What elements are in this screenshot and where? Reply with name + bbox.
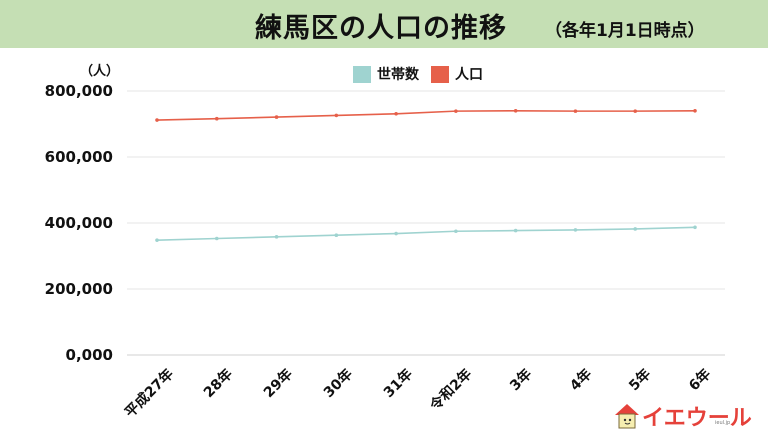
y-tick-400000: 400,000 — [44, 214, 113, 232]
data-point — [633, 227, 638, 231]
data-point — [633, 109, 638, 113]
y-axis-unit: （人） — [80, 64, 120, 79]
legend-label-households: 世帯数 — [377, 67, 419, 83]
data-point — [214, 116, 219, 121]
data-point — [513, 109, 518, 113]
series-line-0 — [156, 226, 696, 241]
logo-subtext: ieul.jp — [715, 420, 731, 426]
data-point — [155, 118, 159, 122]
title-banner: 練馬区の人口の推移 （各年1月1日時点） — [0, 0, 768, 48]
chart-title: 練馬区の人口の推移 — [255, 13, 507, 44]
data-point — [394, 111, 398, 116]
y-tick-200000: 200,000 — [44, 280, 113, 298]
data-point — [334, 113, 339, 118]
data-point — [693, 225, 697, 230]
series-line-1 — [156, 109, 696, 121]
y-tick-600000: 600,000 — [44, 148, 113, 166]
legend-label-population: 人口 — [455, 67, 483, 83]
data-point — [454, 109, 458, 113]
data-point — [214, 236, 219, 241]
data-lines — [155, 109, 697, 242]
house-mascot-icon — [615, 404, 639, 429]
data-point — [573, 228, 578, 232]
ieul-logo: イエウール ieul.jp — [612, 400, 752, 432]
data-point — [274, 235, 279, 239]
logo-text: イエウール — [642, 406, 752, 431]
data-point — [454, 229, 458, 234]
legend-swatch-population — [431, 65, 449, 83]
data-point — [155, 238, 159, 242]
data-point — [274, 115, 279, 119]
data-point — [573, 109, 578, 113]
legend: 世帯数 人口 — [353, 64, 495, 84]
legend-swatch-households — [353, 65, 371, 83]
data-point — [394, 231, 398, 236]
y-tick-0: 0,000 — [65, 346, 113, 364]
gridlines — [127, 90, 725, 356]
chart-subtitle: （各年1月1日時点） — [545, 21, 705, 41]
data-point — [513, 228, 518, 233]
y-tick-800000: 800,000 — [44, 82, 113, 100]
legend-item-population: 人口 — [431, 64, 483, 84]
data-point — [693, 109, 697, 113]
legend-item-households: 世帯数 — [353, 64, 419, 84]
data-point — [334, 233, 339, 238]
